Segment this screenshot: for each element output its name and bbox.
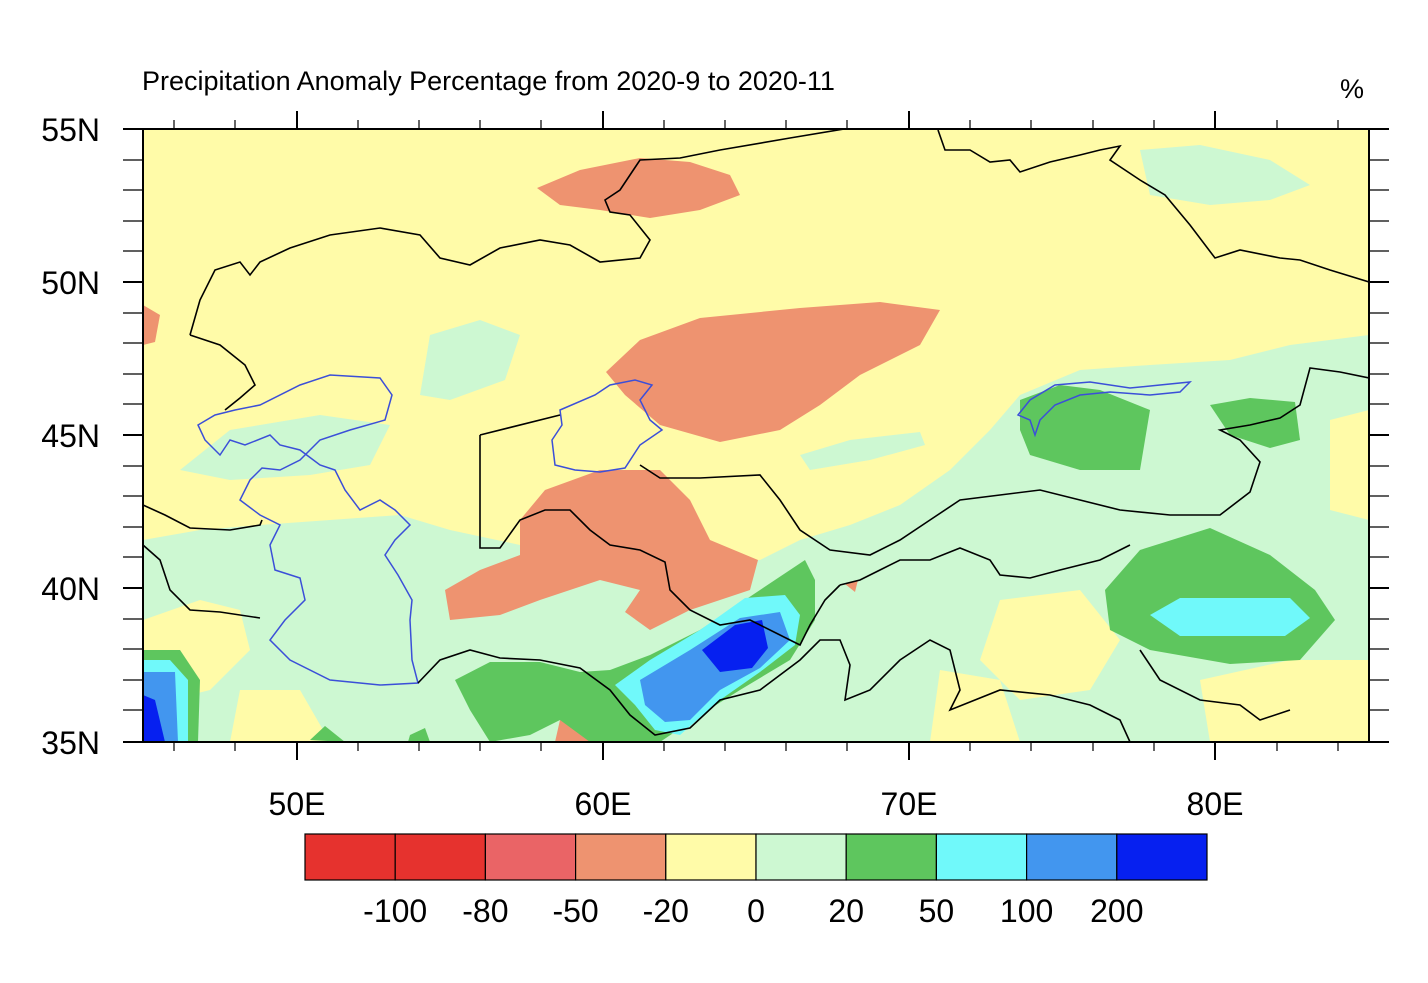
- extreme-wet-region: [702, 620, 768, 672]
- yellow-patch: [1200, 660, 1369, 742]
- lat-label: 40N: [41, 571, 100, 607]
- dry-anomaly-region: [606, 302, 940, 442]
- lon-label: 70E: [881, 786, 938, 822]
- lat-label: 55N: [41, 112, 100, 148]
- country-border: [639, 367, 1369, 556]
- yellow-patch: [980, 590, 1120, 700]
- colorbar-label: 50: [919, 893, 955, 929]
- country-border: [937, 129, 1369, 283]
- colorbar-swatch: [304, 833, 396, 881]
- yellow-patch: [1330, 410, 1369, 520]
- colorbar-swatch: [484, 833, 577, 881]
- colorbar-label: 200: [1090, 893, 1143, 929]
- lon-label: 60E: [575, 786, 632, 822]
- colorbar-swatch: [845, 833, 938, 881]
- caspian-coastline: [197, 374, 419, 686]
- country-border: [1139, 649, 1291, 721]
- country-border: [479, 414, 841, 647]
- colorbar-swatch: [1116, 833, 1208, 881]
- colorbar: -100 -80 -50 -20 0 20 50 100 200: [304, 833, 1208, 929]
- country-border: [189, 334, 256, 411]
- dry-anomaly-region: [537, 158, 740, 218]
- lat-label: 45N: [41, 418, 100, 454]
- colorbar-label: 0: [747, 893, 765, 929]
- colorbar-label: -80: [462, 893, 508, 929]
- colorbar-label: -50: [552, 893, 598, 929]
- country-border: [839, 544, 1131, 586]
- yellow-patch: [930, 670, 1020, 742]
- colorbar-label: -100: [363, 893, 427, 929]
- lon-label: 80E: [1187, 786, 1244, 822]
- country-border: [417, 639, 1131, 742]
- yellow-patch: [230, 690, 330, 742]
- lon-minor-ticks: [173, 120, 1339, 751]
- lat-major-ticks: [123, 128, 1389, 743]
- wet-anomaly-region: [1020, 385, 1150, 470]
- lon-label: 50E: [269, 786, 326, 822]
- wet-anomaly-region: [408, 728, 430, 742]
- light-green-region: [180, 415, 390, 480]
- lon-major-ticks: [296, 111, 1216, 760]
- colorbar-swatch: [574, 833, 667, 881]
- colorbar-swatch: [394, 833, 487, 881]
- aral-coastline: [551, 379, 664, 473]
- country-border: [189, 129, 849, 336]
- colorbar-swatch: [935, 833, 1028, 881]
- light-green-region: [800, 432, 925, 470]
- colorbar-swatch: [755, 833, 847, 881]
- wet-anomaly-region: [310, 726, 345, 742]
- dry-anomaly-region: [143, 305, 160, 345]
- lat-label: 35N: [41, 725, 100, 761]
- colorbar-swatch: [1025, 833, 1118, 881]
- lat-minor-ticks: [123, 159, 1389, 711]
- map-title: Precipitation Anomaly Percentage from 20…: [142, 66, 835, 96]
- colorbar-swatch: [665, 833, 757, 881]
- lat-label: 50N: [41, 265, 100, 301]
- light-green-region: [1140, 145, 1310, 205]
- light-green-region: [420, 320, 520, 400]
- country-border: [143, 544, 261, 619]
- colorbar-label: 20: [828, 893, 864, 929]
- anomaly-field: [143, 129, 1369, 742]
- strong-wet-region: [1150, 598, 1310, 636]
- country-border: [143, 504, 263, 531]
- dry-anomaly-region: [445, 470, 758, 630]
- balkhash-coastline: [1016, 381, 1193, 438]
- extreme-wet-region: [143, 695, 165, 742]
- unit-label: %: [1340, 74, 1364, 104]
- colorbar-label: -20: [643, 893, 689, 929]
- colorbar-label: 100: [1000, 893, 1053, 929]
